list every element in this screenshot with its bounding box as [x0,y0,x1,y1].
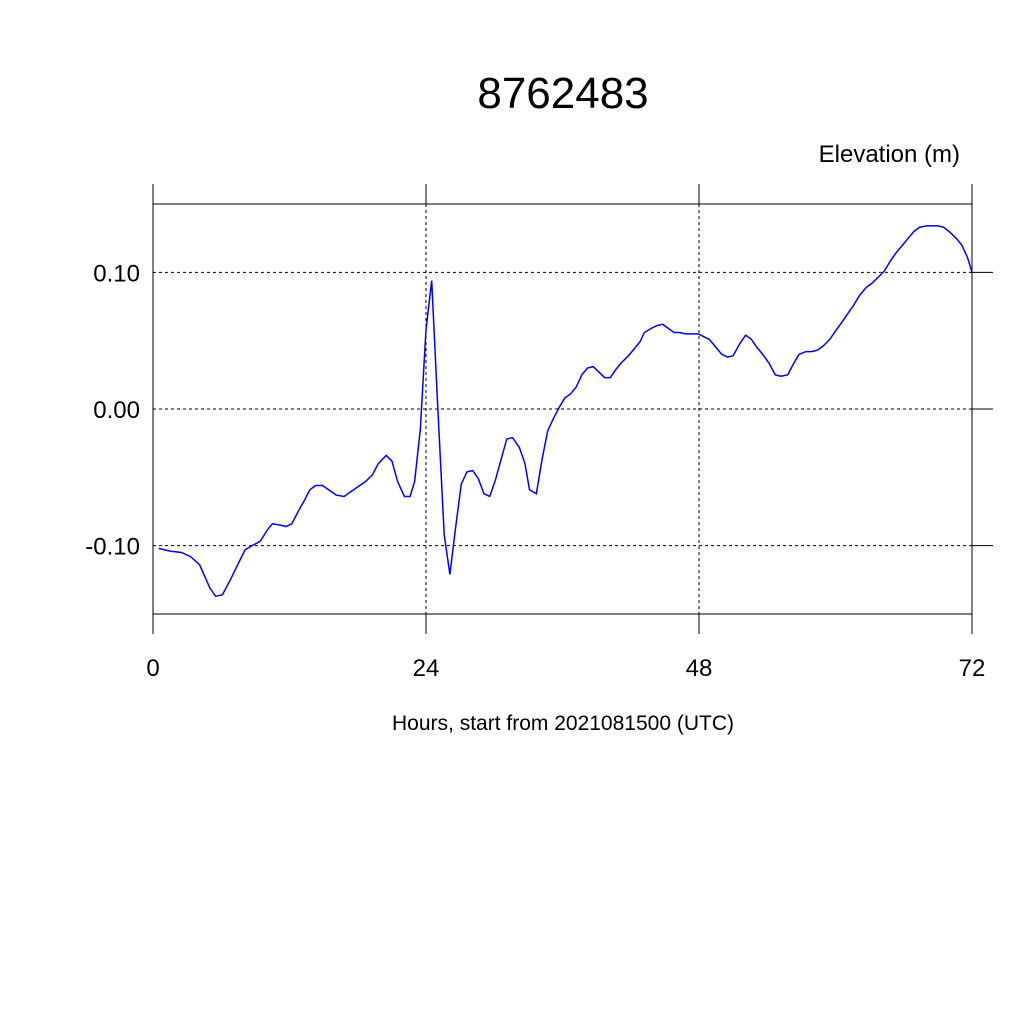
chart-title: 8762483 [477,69,648,118]
y-tick-label: 0.10 [93,260,140,287]
series-line [158,225,973,598]
x-tick-label: 24 [413,655,440,682]
y-tick-label: 0.00 [93,397,140,424]
y-tick-label: -0.10 [85,534,140,561]
x-tick-label: 0 [146,655,159,682]
x-axis-label: Hours, start from 2021081500 (UTC) [392,712,734,735]
x-tick-label: 72 [959,655,986,682]
y-axis-label: Elevation (m) [819,141,960,168]
x-tick-label: 48 [686,655,713,682]
